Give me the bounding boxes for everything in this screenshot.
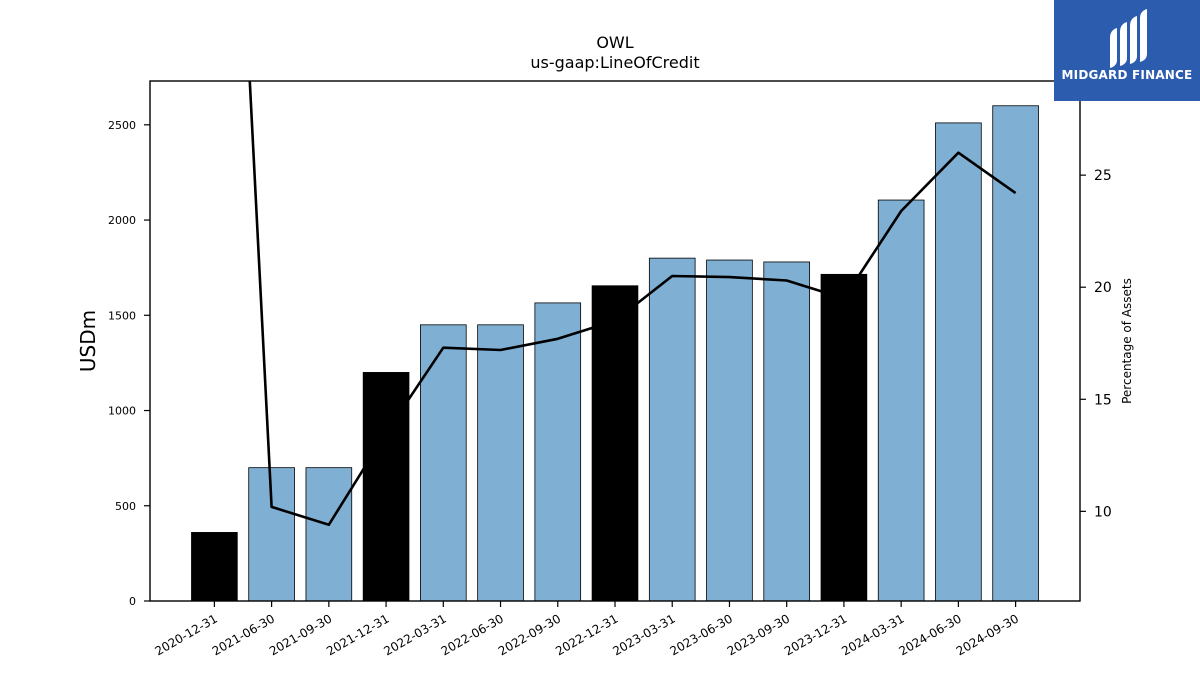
- bar-2022-06-30: [477, 324, 524, 602]
- x-tick-label: 2021-09-30: [267, 611, 334, 658]
- y2-axis-label: Percentage of Assets: [1120, 278, 1134, 404]
- x-tick-label: 2024-06-30: [896, 611, 963, 658]
- bar-2023-06-30: [706, 259, 753, 602]
- bar-2022-03-31: [420, 324, 467, 602]
- y-tick-label: 0: [129, 595, 136, 608]
- x-tick-label: 2024-03-31: [839, 611, 906, 658]
- bar-2024-06-30: [935, 122, 982, 602]
- y2-tick-label: 10: [1094, 504, 1112, 520]
- bar-2023-09-30: [763, 261, 810, 602]
- x-tick-label: 2024-09-30: [954, 611, 1021, 658]
- chart-title: OWL: [596, 33, 633, 52]
- bar-2022-12-31: [591, 285, 639, 602]
- y2-tick-label: 15: [1094, 392, 1112, 408]
- x-tick-label: 2021-06-30: [210, 611, 277, 658]
- x-tick-label: 2020-12-31: [152, 611, 219, 658]
- midgard-finance-logo: MIDGARD FINANCE: [1054, 0, 1200, 101]
- y-axis-label: USDm: [76, 310, 100, 372]
- y-tick-label: 2500: [108, 119, 136, 132]
- x-tick-label: 2022-09-30: [496, 611, 563, 658]
- bar-2021-09-30: [305, 467, 353, 602]
- bar-2020-12-31: [191, 532, 238, 602]
- y2-tick-label: 20: [1094, 280, 1112, 296]
- percentage-of-assets-line: [248, 81, 1017, 527]
- x-tick-label: 2023-06-30: [668, 611, 735, 658]
- x-tick-label: 2021-12-31: [324, 611, 391, 658]
- chart-subtitle: us-gaap:LineOfCredit: [530, 53, 699, 72]
- bar-2021-12-31: [362, 372, 410, 602]
- x-tick-label: 2022-12-31: [553, 611, 620, 658]
- bar-2024-03-31: [877, 199, 925, 602]
- bar-2024-09-30: [992, 105, 1039, 602]
- logo-mark-icon: [1110, 9, 1147, 68]
- x-tick-label: 2023-12-31: [782, 611, 849, 658]
- x-tick-label: 2023-09-30: [725, 611, 792, 658]
- y-tick-label: 500: [115, 500, 136, 513]
- x-tick-label: 2022-06-30: [439, 611, 506, 658]
- logo-text: MIDGARD FINANCE: [1061, 68, 1193, 82]
- y-tick-label: 2000: [108, 214, 136, 227]
- y-tick-label: 1000: [108, 405, 136, 418]
- y2-tick-label: 25: [1094, 168, 1112, 184]
- x-tick-label: 2023-03-31: [610, 611, 677, 658]
- bar-2023-03-31: [648, 257, 696, 602]
- x-tick-label: 2022-03-31: [381, 611, 448, 658]
- bar-2022-09-30: [534, 302, 582, 602]
- bar-2023-12-31: [820, 273, 868, 602]
- y-tick-label: 1500: [108, 309, 136, 322]
